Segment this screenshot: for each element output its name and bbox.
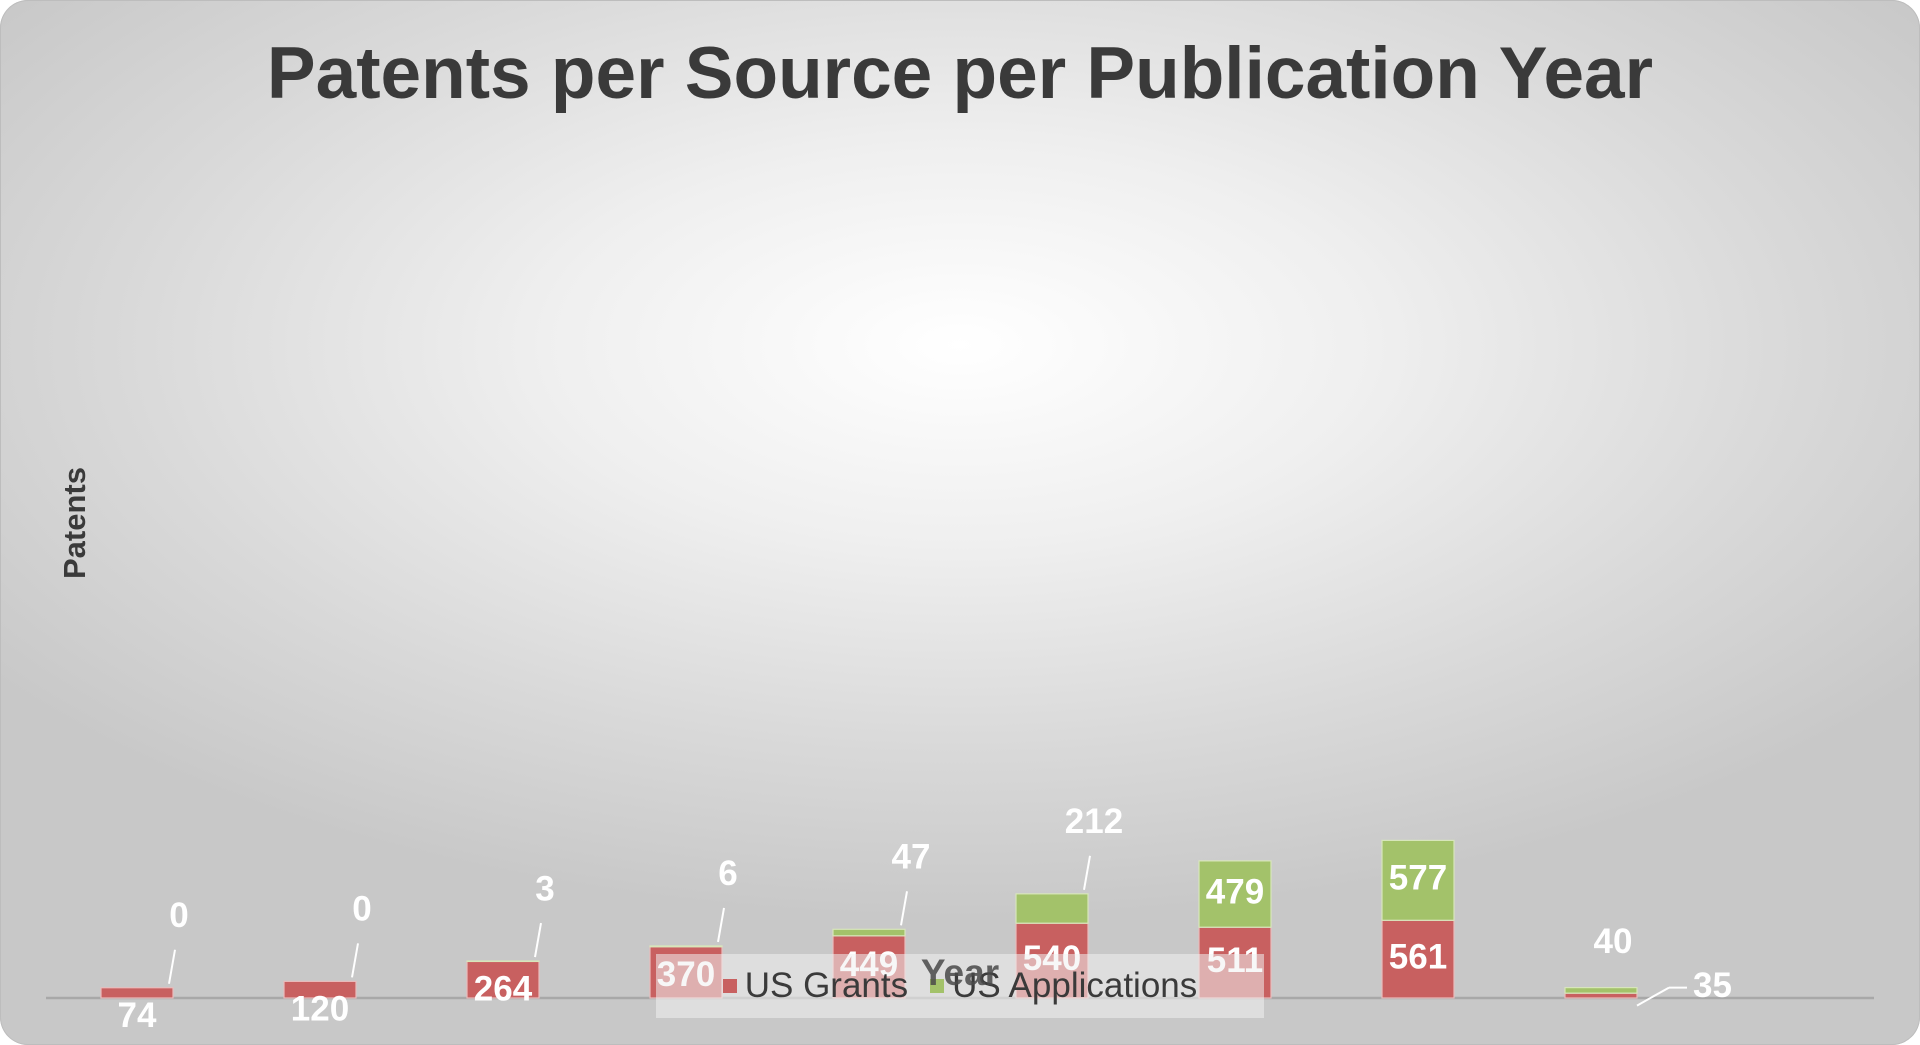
label-leader-line [1083,855,1091,891]
bar-us-applications [649,945,723,948]
bar-us-grants [1564,992,1638,999]
data-label-us-applications: 479 [1206,872,1264,911]
data-label-us-applications: 6 [718,854,737,893]
bar-us-applications [1015,893,1089,924]
data-label-us-grants: 120 [291,990,349,1029]
bar-us-applications [1564,987,1638,994]
legend-item-us-applications: US Applications [930,966,1197,1006]
legend: US Grants US Applications [656,954,1264,1018]
data-label-us-applications: 212 [1065,802,1123,841]
data-label-us-applications: 0 [169,896,188,935]
bar-us-applications [1381,839,1455,921]
data-label-us-grants: 264 [474,970,533,1009]
data-label-us-grants: 35 [1693,966,1732,1005]
label-leader-line [900,891,908,926]
bar-us-applications [1198,860,1272,928]
legend-swatch-us-applications [930,979,945,993]
chart-title: Patents per Source per Publication Year [266,33,1654,114]
label-leader-line [534,922,542,958]
data-label-us-applications: 577 [1389,859,1447,898]
bar-us-grants [283,980,357,999]
legend-label-us-grants: US Grants [744,966,909,1005]
data-label-us-grants: 74 [118,996,157,1035]
legend-swatch-us-grants [722,979,737,993]
bar-us-applications [832,928,906,937]
x-axis-title: Year [920,952,1000,993]
data-label-us-applications: 47 [892,838,931,877]
label-leader-line [351,943,359,978]
data-label-us-applications: 3 [535,869,554,908]
data-label-us-applications: 40 [1594,922,1633,961]
label-leader-line [717,907,725,943]
legend-label-us-applications: US Applications [952,966,1198,1005]
label-leader-line [168,949,176,984]
label-leader-line [1636,986,1670,1007]
bar-us-grants [100,987,174,999]
data-label-us-grants: 561 [1389,937,1447,976]
data-label-us-applications: 0 [352,890,371,929]
legend-item-us-grants: US Grants [722,966,909,1006]
bar-us-grants [1381,919,1455,999]
